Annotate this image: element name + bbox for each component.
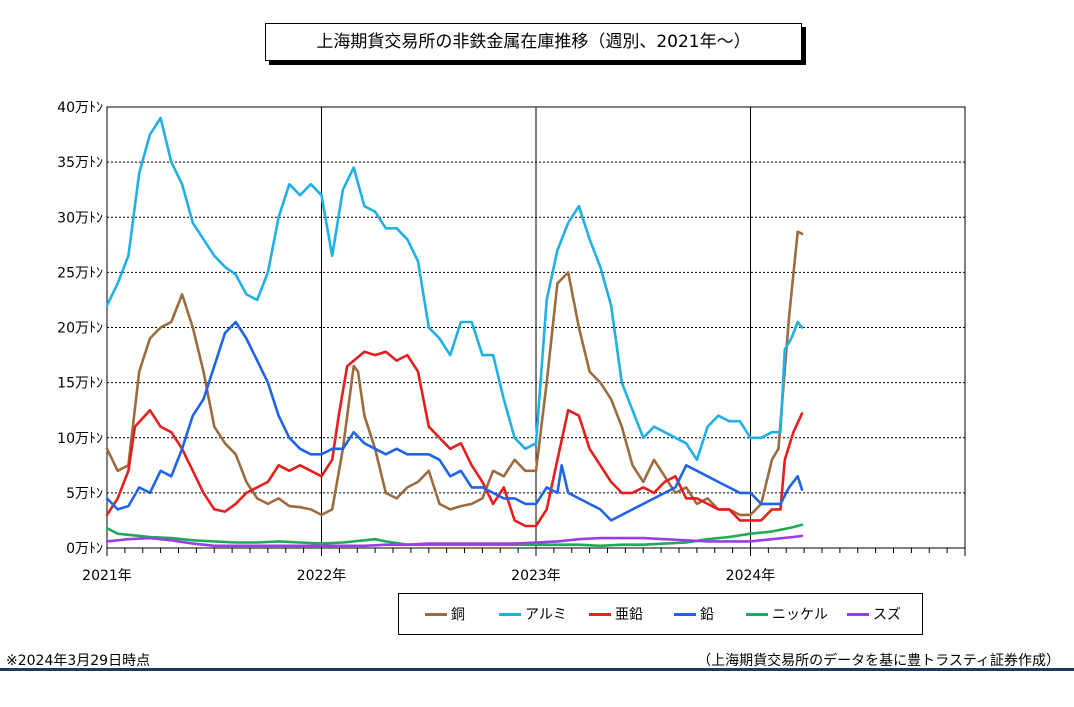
legend-swatch-aluminum xyxy=(499,612,521,616)
y-tick-label: 30万ﾄﾝ xyxy=(57,210,103,226)
legend-item-copper: 銅 xyxy=(425,604,465,624)
legend-item-aluminum: アルミ xyxy=(499,604,567,624)
legend-label-lead: 鉛 xyxy=(700,607,714,623)
chart-title: 上海期貨交易所の非鉄金属在庫推移（週別、2021年～） xyxy=(265,23,802,61)
y-tick-label: 20万ﾄﾝ xyxy=(57,321,103,337)
legend-label-nickel: ニッケル xyxy=(772,607,828,623)
series-line-copper xyxy=(105,230,804,517)
legend-swatch-zinc xyxy=(589,612,611,616)
legend-item-zinc: 亜鉛 xyxy=(589,604,643,624)
y-tick-label: 25万ﾄﾝ xyxy=(57,265,103,281)
series-line-aluminum xyxy=(105,116,804,462)
legend-swatch-nickel xyxy=(746,612,768,616)
legend-swatch-lead xyxy=(674,612,696,616)
series-line-lead xyxy=(105,320,804,522)
legend-item-nickel: ニッケル xyxy=(746,604,828,624)
legend-swatch-tin xyxy=(847,612,869,616)
bottom-rule xyxy=(0,668,1074,671)
series-line-tin xyxy=(105,534,804,548)
x-tick-label: 2021年 xyxy=(82,568,132,584)
legend-item-lead: 鉛 xyxy=(674,604,714,624)
x-tick-label: 2024年 xyxy=(726,568,776,584)
y-tick-label: 15万ﾄﾝ xyxy=(57,376,103,392)
y-tick-label: 40万ﾄﾝ xyxy=(57,100,103,116)
x-tick-label: 2023年 xyxy=(511,568,561,584)
y-tick-label: 0万ﾄﾝ xyxy=(66,541,103,557)
legend-label-aluminum: アルミ xyxy=(525,607,567,623)
y-tick-label: 10万ﾄﾝ xyxy=(57,431,103,447)
legend-swatch-copper xyxy=(425,612,447,616)
legend-label-copper: 銅 xyxy=(451,607,465,623)
x-tick-label: 2022年 xyxy=(297,568,347,584)
legend-item-tin: スズ xyxy=(847,604,901,624)
plot-frame xyxy=(106,106,966,549)
legend-label-zinc: 亜鉛 xyxy=(615,607,643,623)
source-note: （上海期貨交易所のデータを基に豊トラスティ証券作成） xyxy=(697,653,1060,669)
legend: 銅 アルミ 亜鉛 鉛 ニッケル スズ xyxy=(398,593,923,635)
legend-label-tin: スズ xyxy=(873,607,901,623)
series-line-zinc xyxy=(105,350,804,528)
y-tick-label: 5万ﾄﾝ xyxy=(66,486,103,502)
y-tick-label: 35万ﾄﾝ xyxy=(57,155,103,171)
footnote: ※2024年3月29日時点 xyxy=(6,653,151,669)
